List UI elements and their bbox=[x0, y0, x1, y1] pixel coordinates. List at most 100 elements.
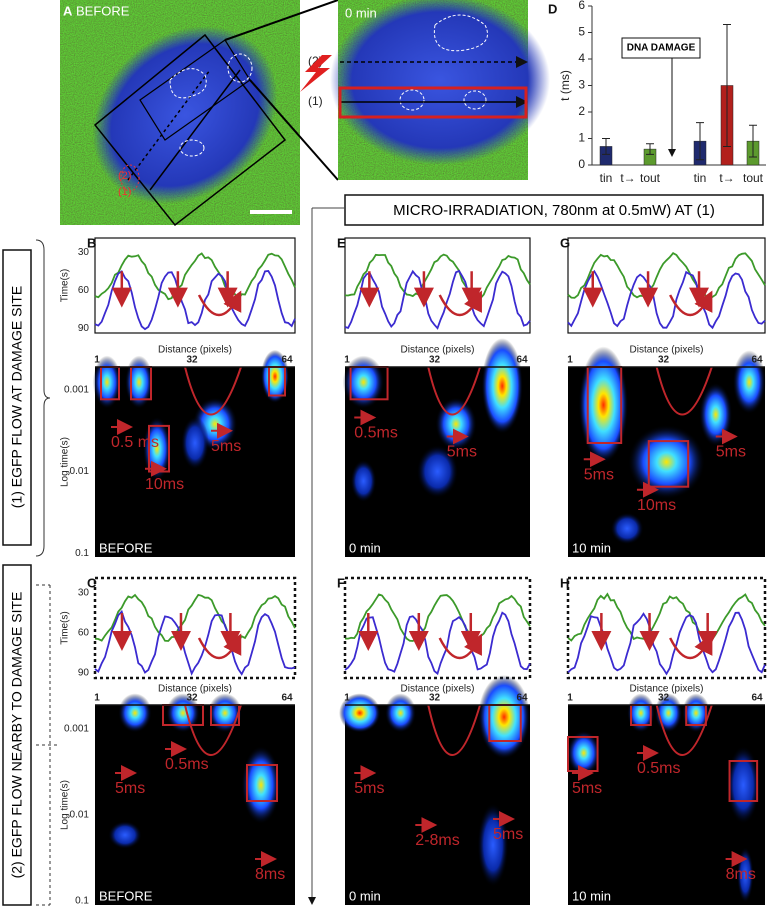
blue-trace bbox=[94, 609, 296, 676]
zoom-nucleus bbox=[330, 0, 550, 165]
flow-arc bbox=[184, 704, 242, 756]
banner-box bbox=[344, 194, 764, 226]
annotation: 2-8ms bbox=[415, 832, 459, 849]
flow-arc bbox=[655, 704, 713, 756]
flow-arc bbox=[197, 633, 242, 660]
signal bbox=[477, 803, 509, 887]
y-tick-label: 60 bbox=[78, 285, 90, 296]
signal bbox=[481, 338, 523, 434]
annotation: 0.5ms bbox=[165, 756, 209, 773]
signal bbox=[682, 693, 710, 733]
y-tick-label: 0.01 bbox=[70, 810, 90, 821]
annotation: 0.5ms bbox=[354, 425, 398, 442]
panel-label: A bbox=[63, 3, 73, 18]
error-bar bbox=[602, 138, 610, 155]
x-tick-label: 64 bbox=[281, 355, 293, 366]
y-axis-label: Log time(s) bbox=[60, 437, 71, 487]
zoom-time: 0 min bbox=[345, 5, 377, 20]
y-axis-label: Time(s) bbox=[60, 269, 71, 303]
signal bbox=[339, 693, 381, 733]
zoom-line bbox=[224, 0, 339, 41]
x-tick-label: tout bbox=[640, 171, 661, 185]
scale-bar bbox=[250, 210, 292, 214]
nucleolus bbox=[399, 89, 425, 111]
x-tick-label: 1 bbox=[344, 355, 350, 366]
y-tick-label: 90 bbox=[78, 668, 90, 679]
x-tick-label: 1 bbox=[567, 355, 573, 366]
trace-frame bbox=[93, 576, 297, 680]
green-trace bbox=[567, 592, 766, 644]
x-tick-label: 1 bbox=[344, 693, 350, 704]
panel-label: C bbox=[87, 575, 97, 590]
flow-arc bbox=[184, 366, 242, 416]
x-axis-label: Distance (pixels) bbox=[630, 684, 704, 695]
flow-arc bbox=[655, 366, 713, 416]
flow-arc bbox=[197, 290, 242, 317]
y-axis-label: Time(s) bbox=[60, 611, 71, 645]
green-trace bbox=[567, 252, 766, 301]
y-tick-label: 2 bbox=[578, 104, 585, 118]
side-box bbox=[2, 249, 32, 546]
trace-frame bbox=[94, 237, 296, 334]
nucleolus bbox=[179, 139, 205, 157]
side-label: (2) EGFP FLOW NEARBY TO DAMAGE SITE bbox=[9, 592, 25, 879]
x-tick-label: 64 bbox=[751, 693, 763, 704]
x-tick-label: 32 bbox=[186, 355, 198, 366]
x-tick-label: 32 bbox=[186, 693, 198, 704]
signal bbox=[125, 355, 153, 409]
x-tick-label: 32 bbox=[429, 693, 441, 704]
signal bbox=[416, 444, 459, 499]
signal bbox=[342, 355, 385, 409]
annotation: 5ms bbox=[584, 467, 614, 484]
annotation: 5ms bbox=[211, 438, 241, 455]
y-tick-label: 60 bbox=[78, 628, 90, 639]
roi bbox=[728, 760, 759, 802]
panel-label: H bbox=[560, 575, 569, 590]
flow-arc bbox=[669, 633, 713, 660]
signal bbox=[108, 821, 142, 849]
lightning bbox=[300, 55, 332, 92]
x-axis-label: Distance (pixels) bbox=[158, 345, 232, 356]
y-axis-label: t (ms) bbox=[558, 70, 572, 101]
signal bbox=[208, 693, 242, 733]
annotation: DNA DAMAGE bbox=[627, 43, 696, 54]
signal bbox=[627, 693, 655, 733]
x-tick-label: tin bbox=[600, 171, 613, 185]
roi bbox=[647, 440, 690, 488]
green-trace bbox=[344, 253, 531, 300]
x-axis-label: Distance (pixels) bbox=[158, 684, 232, 695]
error-bar bbox=[749, 124, 757, 158]
y-tick-label: 0.001 bbox=[64, 724, 89, 735]
panel-label: E bbox=[337, 235, 346, 250]
annotation-box bbox=[621, 37, 701, 59]
signal bbox=[732, 350, 766, 415]
panel-label: G bbox=[560, 235, 570, 250]
y-tick-label: 3 bbox=[578, 78, 585, 92]
x-axis-label: Distance (pixels) bbox=[401, 345, 475, 356]
nucleolus bbox=[169, 68, 207, 99]
line-1 bbox=[149, 69, 241, 191]
annotation: 5ms bbox=[447, 444, 477, 461]
y-tick-label: 4 bbox=[578, 51, 585, 65]
nucleolus bbox=[227, 53, 253, 83]
y-axis-label: Log time(s) bbox=[60, 780, 71, 830]
error-bar bbox=[696, 122, 704, 161]
annotation: 5ms bbox=[572, 780, 602, 797]
blue-trace bbox=[344, 269, 531, 330]
x-tick-label: 1 bbox=[94, 355, 100, 366]
panel-a: A BEFORE (2) (1) 0 min (2) (1) bbox=[60, 0, 550, 227]
error-bar bbox=[646, 143, 654, 155]
x-tick-label: 64 bbox=[751, 355, 763, 366]
damage-mark bbox=[120, 164, 140, 192]
line-label: (2) bbox=[118, 170, 131, 182]
trace-frame bbox=[344, 237, 531, 334]
y-tick-label: 0.1 bbox=[75, 896, 89, 907]
annotation: 10ms bbox=[637, 497, 676, 514]
y-tick-label: 0.1 bbox=[75, 548, 89, 559]
nucleolus bbox=[463, 90, 487, 110]
nucleus bbox=[92, 26, 278, 204]
annotation: 8ms bbox=[255, 866, 285, 883]
side-label: (1) EGFP FLOW AT DAMAGE SITE bbox=[9, 286, 25, 508]
panel-label: F bbox=[337, 575, 345, 590]
